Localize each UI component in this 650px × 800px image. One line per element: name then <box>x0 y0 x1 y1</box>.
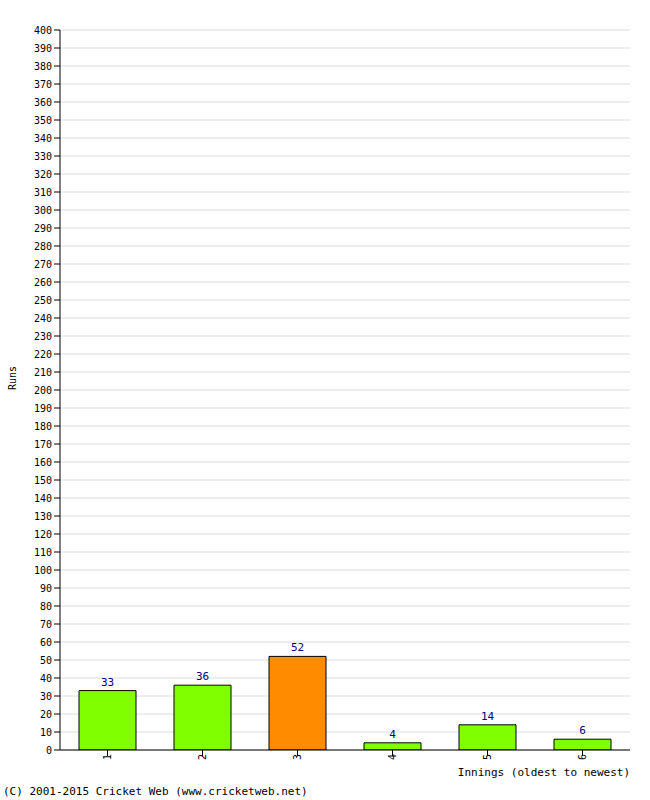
svg-text:290: 290 <box>34 223 52 234</box>
svg-text:60: 60 <box>40 637 52 648</box>
svg-text:220: 220 <box>34 349 52 360</box>
svg-text:50: 50 <box>40 655 52 666</box>
svg-text:260: 260 <box>34 277 52 288</box>
svg-text:300: 300 <box>34 205 52 216</box>
svg-text:350: 350 <box>34 115 52 126</box>
svg-text:360: 360 <box>34 97 52 108</box>
svg-text:3: 3 <box>292 754 303 760</box>
svg-text:14: 14 <box>481 710 495 723</box>
svg-text:20: 20 <box>40 709 52 720</box>
svg-text:70: 70 <box>40 619 52 630</box>
svg-text:90: 90 <box>40 583 52 594</box>
svg-text:170: 170 <box>34 439 52 450</box>
svg-text:6: 6 <box>579 724 586 737</box>
svg-text:130: 130 <box>34 511 52 522</box>
svg-text:230: 230 <box>34 331 52 342</box>
svg-text:400: 400 <box>34 25 52 36</box>
svg-text:280: 280 <box>34 241 52 252</box>
svg-text:110: 110 <box>34 547 52 558</box>
svg-text:6: 6 <box>577 754 588 760</box>
svg-text:210: 210 <box>34 367 52 378</box>
svg-text:380: 380 <box>34 61 52 72</box>
svg-text:33: 33 <box>101 676 114 689</box>
svg-text:250: 250 <box>34 295 52 306</box>
svg-text:390: 390 <box>34 43 52 54</box>
svg-text:4: 4 <box>387 754 398 760</box>
svg-text:80: 80 <box>40 601 52 612</box>
svg-text:330: 330 <box>34 151 52 162</box>
svg-text:52: 52 <box>291 641 304 654</box>
svg-text:Runs: Runs <box>8 366 18 390</box>
svg-text:310: 310 <box>34 187 52 198</box>
svg-text:40: 40 <box>40 673 52 684</box>
svg-text:4: 4 <box>389 728 396 741</box>
svg-text:180: 180 <box>34 421 52 432</box>
svg-text:190: 190 <box>34 403 52 414</box>
svg-text:100: 100 <box>34 565 52 576</box>
html-text:(C) 2001-2015 Cricket Web (www: (C) 2001-2015 Cricket Web (www.cricketwe… <box>3 785 308 798</box>
svg-text:150: 150 <box>34 475 52 486</box>
svg-text:30: 30 <box>40 691 52 702</box>
svg-text:160: 160 <box>34 457 52 468</box>
svg-text:370: 370 <box>34 79 52 90</box>
svg-text:270: 270 <box>34 259 52 270</box>
svg-text:120: 120 <box>34 529 52 540</box>
svg-text:1: 1 <box>102 754 113 760</box>
svg-text:320: 320 <box>34 169 52 180</box>
svg-text:10: 10 <box>40 727 52 738</box>
html-text:Innings (oldest to newest): Innings (oldest to newest) <box>457 766 630 779</box>
svg-text:5: 5 <box>482 754 493 760</box>
svg-text:140: 140 <box>34 493 52 504</box>
svg-text:340: 340 <box>34 133 52 144</box>
svg-text:0: 0 <box>46 745 52 756</box>
svg-text:200: 200 <box>34 385 52 396</box>
svg-text:36: 36 <box>196 670 209 683</box>
svg-text:240: 240 <box>34 313 52 324</box>
svg-text:2: 2 <box>197 754 208 760</box>
